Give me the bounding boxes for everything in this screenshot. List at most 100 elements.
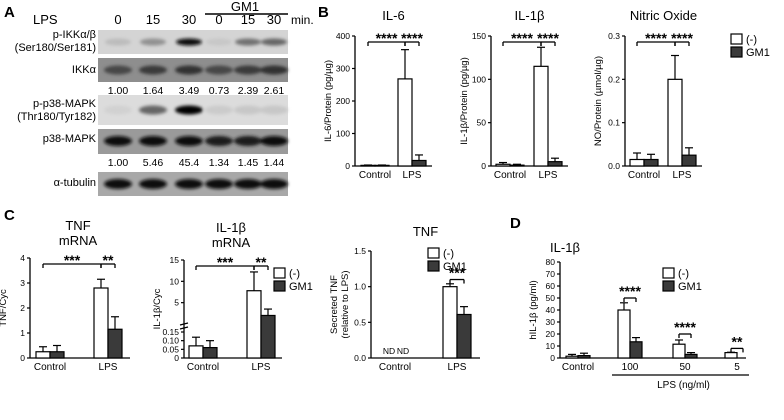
bar	[684, 353, 698, 359]
y-tick-label: 0.05	[162, 344, 179, 354]
legend-label-neg: (-)	[746, 34, 757, 46]
blot-band	[139, 179, 167, 189]
bar	[617, 309, 631, 359]
y-tick-label: 400	[336, 31, 350, 41]
chart-title: IL-1β	[216, 220, 246, 235]
panel-a: A LPS 0 15 30 0 15 30 min. GM1 p-IKKα/β …	[4, 0, 314, 196]
y-tick-label: 10	[546, 341, 556, 351]
x-tick-label: 5	[734, 362, 740, 373]
y-axis-label: Secreted TNF	[329, 275, 340, 334]
blot-band	[234, 105, 262, 115]
y-tick-label: 0.0	[608, 161, 620, 171]
quant-row-ikk: 1.00 1.64 3.49 0.73 2.39 2.61	[108, 85, 285, 97]
bar	[188, 345, 204, 359]
legend-label-gm1: GM1	[289, 281, 313, 293]
significance-label: ****	[537, 30, 559, 46]
time-unit: min.	[291, 13, 314, 27]
quant-value: 1.64	[143, 85, 164, 97]
x-tick-label: Control	[379, 362, 411, 373]
significance-label: ****	[674, 319, 696, 335]
y-tick-label: 0	[174, 353, 179, 363]
chart-title: TNF	[413, 224, 438, 239]
quant-value: 2.39	[238, 85, 259, 97]
lane-label: 15	[146, 12, 160, 27]
legend-swatch-gm1	[427, 260, 440, 272]
bar	[629, 341, 643, 359]
legend-swatch-neg	[730, 33, 743, 45]
bar	[442, 286, 458, 359]
significance-label: ****	[511, 30, 533, 46]
legend-label-gm1: GM1	[746, 47, 770, 59]
quant-value: 0.73	[209, 85, 230, 97]
y-tick-label: 0.0	[354, 353, 366, 363]
quant-value: 1.45	[238, 157, 259, 169]
quant-value: 1.44	[264, 157, 285, 169]
nd-label: ND	[397, 346, 409, 356]
bar	[93, 287, 109, 359]
x-tick-label: Control	[34, 362, 66, 373]
bar	[724, 352, 738, 359]
y-tick-label: 70	[546, 269, 556, 279]
blot-bands	[104, 38, 288, 189]
legend-label-neg: (-)	[678, 268, 689, 280]
blot-band	[234, 65, 262, 75]
y-axis-label: NO/Protein (µmol/µg)	[593, 56, 604, 146]
y-tick-label: 0.2	[608, 74, 620, 84]
blot-band	[139, 105, 167, 115]
y-tick-label: 15	[170, 255, 180, 265]
blot-band	[205, 65, 233, 75]
x-tick-label: Control	[187, 362, 219, 373]
legend-label-neg: (-)	[443, 248, 454, 260]
legend: (-)GM1	[427, 247, 467, 273]
bar	[565, 355, 579, 359]
significance-label: ***	[217, 254, 234, 270]
chart-no: 0.0 0.1 0.2 0.3 Control LPS Nitric Oxide NO/Pro…	[593, 8, 702, 181]
lane-label: 15	[241, 12, 255, 27]
blot-band	[105, 38, 131, 46]
blot-band	[104, 65, 132, 75]
lane-label: 30	[182, 12, 196, 27]
y-tick-label: 100	[336, 129, 350, 139]
blot-band	[234, 179, 262, 189]
bar	[411, 159, 427, 167]
x-tick-label: LPS	[673, 170, 692, 181]
nd-label: ND	[383, 346, 395, 356]
x-tick-label: 50	[679, 362, 691, 373]
legend-swatch-neg	[662, 267, 675, 279]
significance-label: ***	[449, 265, 466, 281]
y-axis-label: IL-1β/Cyc	[152, 288, 163, 329]
y-axis-label: hIL-1β (pg/ml)	[528, 280, 539, 339]
quant-value: 3.49	[179, 85, 200, 97]
x-tick-label: LPS	[539, 170, 558, 181]
y-tick-label: 100	[472, 74, 486, 84]
significance-label: **	[103, 252, 114, 268]
bar	[672, 343, 686, 359]
x-tick-label: LPS	[252, 362, 271, 373]
significance-label: **	[256, 254, 267, 270]
blot-band	[234, 136, 262, 146]
blot-band	[205, 179, 233, 189]
y-tick-label: 0.3	[608, 31, 620, 41]
significance-label: **	[732, 333, 743, 349]
blot-label: p-IKKα/β	[53, 29, 96, 41]
significance-label: ****	[671, 30, 693, 46]
legend-swatch-neg	[273, 267, 286, 279]
blot-label: p38-MAPK	[43, 133, 97, 145]
blot-band	[260, 105, 288, 115]
lps-label: LPS	[33, 12, 58, 27]
y-tick-label: 300	[336, 64, 350, 74]
bar	[107, 328, 123, 359]
blot-band	[139, 65, 167, 75]
x-tick-label: Control	[359, 170, 391, 181]
blot-band	[175, 179, 203, 189]
significance-label: ****	[619, 283, 641, 299]
chart-title: Nitric Oxide	[630, 8, 697, 23]
chart-title: IL-6	[382, 8, 404, 23]
y-tick-label: 0.15	[162, 327, 179, 337]
bar	[643, 158, 659, 167]
blot-label-sub: (Ser180/Ser181)	[15, 42, 96, 54]
